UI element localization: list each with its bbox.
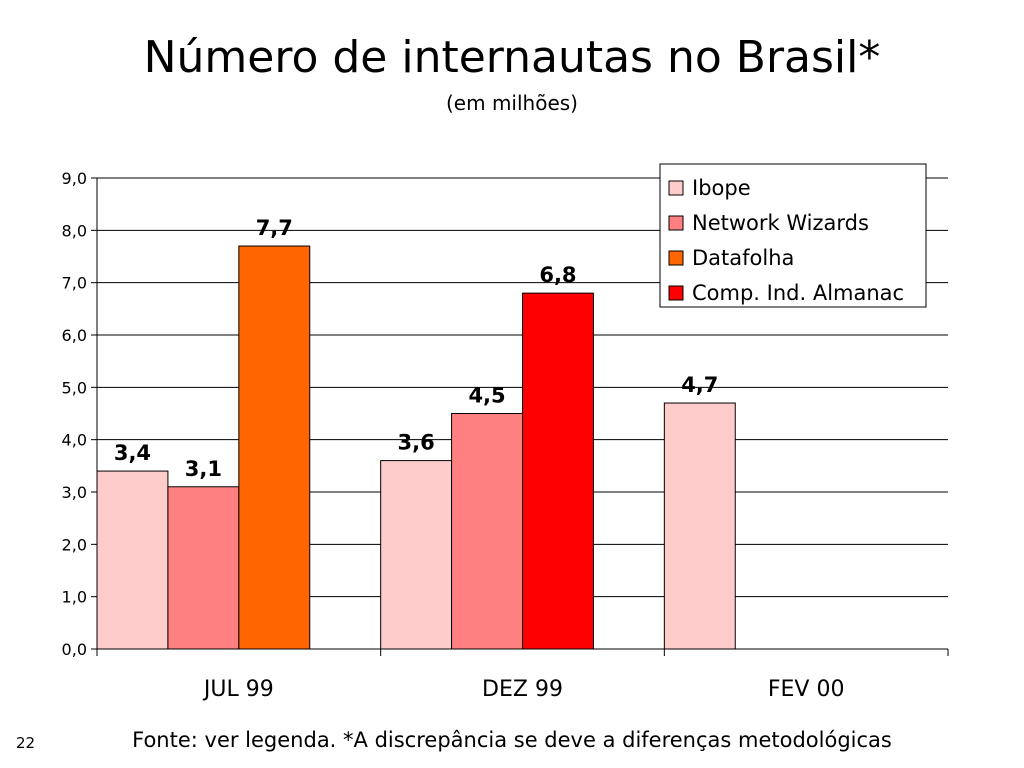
legend-label: Ibope (692, 176, 751, 200)
source-footnote: Fonte: ver legenda. *A discrepância se d… (132, 728, 892, 752)
data-label: 3,4 (114, 441, 151, 465)
x-tick-label: DEZ 99 (482, 677, 563, 702)
legend-swatch (668, 250, 684, 266)
data-label: 6,8 (539, 263, 576, 287)
y-tick-label: 2,0 (62, 535, 87, 554)
bar-ibope (96, 470, 169, 650)
y-tick-label: 3,0 (62, 483, 87, 502)
bar-ibope (380, 460, 453, 650)
data-label: 4,5 (468, 384, 505, 408)
x-tick-label: FEV 00 (768, 677, 845, 702)
y-tick-label: 1,0 (62, 588, 87, 607)
legend-swatch (668, 285, 684, 301)
bar-datafolha (238, 245, 311, 650)
x-tick-label: JUL 99 (202, 677, 274, 702)
data-label: 7,7 (256, 216, 293, 240)
bar-comp-ind-almanac (522, 292, 594, 650)
bar-network-wizards (167, 486, 240, 650)
legend-swatch (668, 180, 684, 196)
page-number: 22 (16, 734, 36, 752)
legend-label: Datafolha (692, 246, 794, 270)
y-tick-label: 6,0 (62, 326, 87, 345)
y-tick-label: 7,0 (62, 274, 87, 293)
y-tick-label: 9,0 (62, 169, 87, 188)
data-label: 4,7 (681, 373, 718, 397)
data-label: 3,1 (185, 457, 222, 481)
y-tick-label: 5,0 (62, 378, 87, 397)
legend-label: Comp. Ind. Almanac (692, 281, 904, 305)
y-tick-label: 4,0 (62, 431, 87, 450)
bar-network-wizards (451, 413, 524, 650)
slide-subtitle: (em milhões) (446, 91, 578, 115)
bar-ibope (663, 402, 736, 650)
legend-swatch (668, 215, 684, 231)
legend-label: Network Wizards (692, 211, 869, 235)
slide-title: Número de internautas no Brasil* (143, 32, 881, 83)
data-label: 3,6 (398, 431, 435, 455)
y-tick-label: 8,0 (62, 221, 87, 240)
y-tick-label: 0,0 (62, 640, 87, 659)
legend-box (659, 163, 927, 308)
